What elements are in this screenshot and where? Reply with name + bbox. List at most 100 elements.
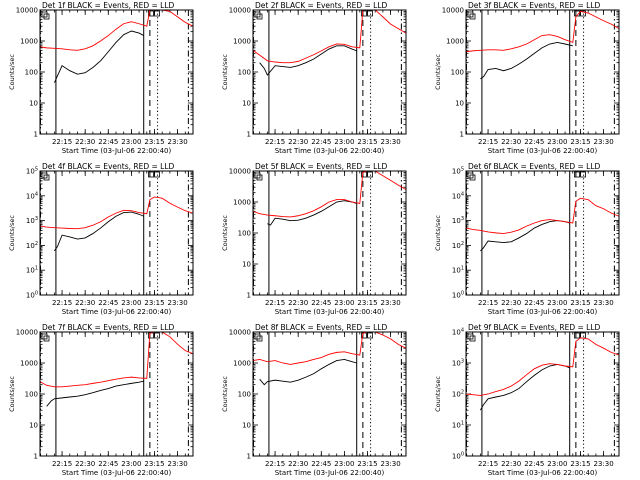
x-tick-label: 23:00 — [121, 460, 141, 468]
x-axis-label: Start Time (03-Jul-06 22:00:40) — [62, 308, 172, 316]
y-tick-label: 100 — [452, 452, 464, 461]
y-tick-label: 103 — [452, 359, 464, 368]
marker-square — [148, 171, 154, 178]
plot-frame — [39, 9, 194, 135]
marker-square — [367, 10, 373, 17]
y-tick-label: 101 — [452, 266, 464, 275]
y-tick-label: 1 — [460, 131, 464, 139]
x-tick-label: 23:00 — [547, 138, 567, 146]
marker-square — [367, 171, 373, 178]
x-tick-label: 22:45 — [311, 460, 331, 468]
x-tick-label: 23:00 — [121, 299, 141, 307]
x-tick-label: 22:30 — [75, 138, 95, 146]
x-tick-label: 22:30 — [501, 460, 521, 468]
x-tick-label: 23:15 — [357, 138, 377, 146]
y-tick-label: 100 — [26, 291, 38, 300]
marker-square — [43, 174, 50, 181]
x-tick-label: 23:00 — [334, 299, 354, 307]
marker-square — [367, 332, 373, 339]
marker-square — [580, 171, 586, 178]
x-tick-label: 23:00 — [334, 138, 354, 146]
plot-frame — [39, 170, 194, 296]
x-axis-label: Start Time (03-Jul-06 22:00:40) — [275, 308, 385, 316]
marker-square — [43, 335, 50, 342]
y-tick-label: 10 — [242, 261, 251, 269]
lld-series-line — [252, 170, 407, 218]
events-series-line — [259, 45, 357, 76]
x-tick-label: 22:30 — [501, 299, 521, 307]
y-tick-label: 102 — [26, 241, 38, 250]
lld-series-line — [465, 197, 620, 235]
marker-square — [256, 335, 263, 342]
y-axis-label: Counts/sec — [221, 215, 229, 251]
x-tick-label: 23:15 — [570, 138, 590, 146]
x-tick-label: 22:45 — [524, 460, 544, 468]
x-tick-label: 22:15 — [265, 138, 285, 146]
marker-square — [254, 172, 261, 179]
marker-square — [43, 13, 50, 20]
y-tick-label: 10000 — [229, 168, 251, 176]
y-axis-label: Counts/sec — [8, 54, 16, 90]
x-tick-label: 23:00 — [547, 460, 567, 468]
x-tick-label: 23:15 — [570, 460, 590, 468]
y-tick-label: 100 — [238, 69, 251, 77]
x-tick-label: 23:30 — [381, 299, 401, 307]
marker-square — [154, 171, 160, 178]
marker-square — [256, 13, 263, 20]
x-tick-label: 22:30 — [288, 299, 308, 307]
x-axis-label: Start Time (03-Jul-06 22:00:40) — [275, 147, 385, 155]
y-axis-label: Counts/sec — [434, 54, 442, 90]
y-tick-label: 1000 — [233, 360, 251, 368]
marker-square — [41, 11, 48, 18]
panel-det-2f: Det 2f BLACK = Events, RED = LLD Counts/s… — [221, 1, 407, 155]
x-tick-label: 23:15 — [357, 299, 377, 307]
y-axis-label: Counts/sec — [434, 215, 442, 251]
marker-square — [467, 172, 474, 179]
y-tick-label: 10000 — [229, 329, 251, 337]
y-axis-label: Counts/sec — [8, 215, 16, 251]
y-tick-label: 10 — [29, 100, 38, 108]
marker-square — [148, 10, 154, 17]
plot-frame — [465, 170, 620, 296]
x-axis-label: Start Time (03-Jul-06 22:00:40) — [62, 147, 172, 155]
panel-det-7f: Det 7f BLACK = Events, RED = LLD Counts/s… — [8, 323, 194, 477]
x-tick-label: 22:30 — [501, 138, 521, 146]
y-tick-label: 1 — [247, 453, 251, 461]
x-tick-label: 23:15 — [144, 460, 164, 468]
x-axis-label: Start Time (03-Jul-06 22:00:40) — [488, 147, 598, 155]
panel-title: Det 6f BLACK = Events, RED = LLD — [468, 162, 601, 171]
marker-square — [154, 332, 160, 339]
y-tick-label: 1 — [247, 292, 251, 300]
lld-series-line — [39, 331, 194, 388]
events-series-line — [46, 380, 144, 407]
lld-series-line — [465, 337, 620, 396]
x-tick-label: 23:00 — [547, 299, 567, 307]
y-tick-label: 102 — [452, 390, 464, 399]
y-tick-label: 100 — [25, 391, 38, 399]
x-tick-label: 22:15 — [478, 299, 498, 307]
marker-square — [254, 333, 261, 340]
x-tick-label: 23:15 — [144, 138, 164, 146]
x-tick-label: 22:45 — [311, 138, 331, 146]
y-tick-label: 105 — [452, 167, 464, 176]
marker-square — [574, 332, 580, 339]
x-tick-label: 22:45 — [311, 299, 331, 307]
panel-det-8f: Det 8f BLACK = Events, RED = LLD Counts/s… — [221, 323, 407, 477]
marker-square — [256, 174, 263, 181]
y-tick-label: 105 — [26, 167, 38, 176]
x-axis-label: Start Time (03-Jul-06 22:00:40) — [275, 469, 385, 477]
panel-title: Det 5f BLACK = Events, RED = LLD — [255, 162, 388, 171]
x-tick-label: 23:00 — [334, 460, 354, 468]
marker-square — [469, 335, 476, 342]
y-axis-label: Counts/sec — [221, 54, 229, 90]
x-tick-label: 22:15 — [52, 299, 72, 307]
x-tick-label: 22:45 — [98, 138, 118, 146]
x-tick-label: 22:15 — [52, 460, 72, 468]
panel-title: Det 9f BLACK = Events, RED = LLD — [468, 323, 601, 332]
x-tick-label: 22:30 — [288, 460, 308, 468]
y-tick-label: 103 — [452, 216, 464, 225]
events-series-line — [53, 30, 144, 83]
panel-title: Det 3f BLACK = Events, RED = LLD — [468, 1, 601, 10]
y-tick-label: 104 — [452, 328, 464, 337]
